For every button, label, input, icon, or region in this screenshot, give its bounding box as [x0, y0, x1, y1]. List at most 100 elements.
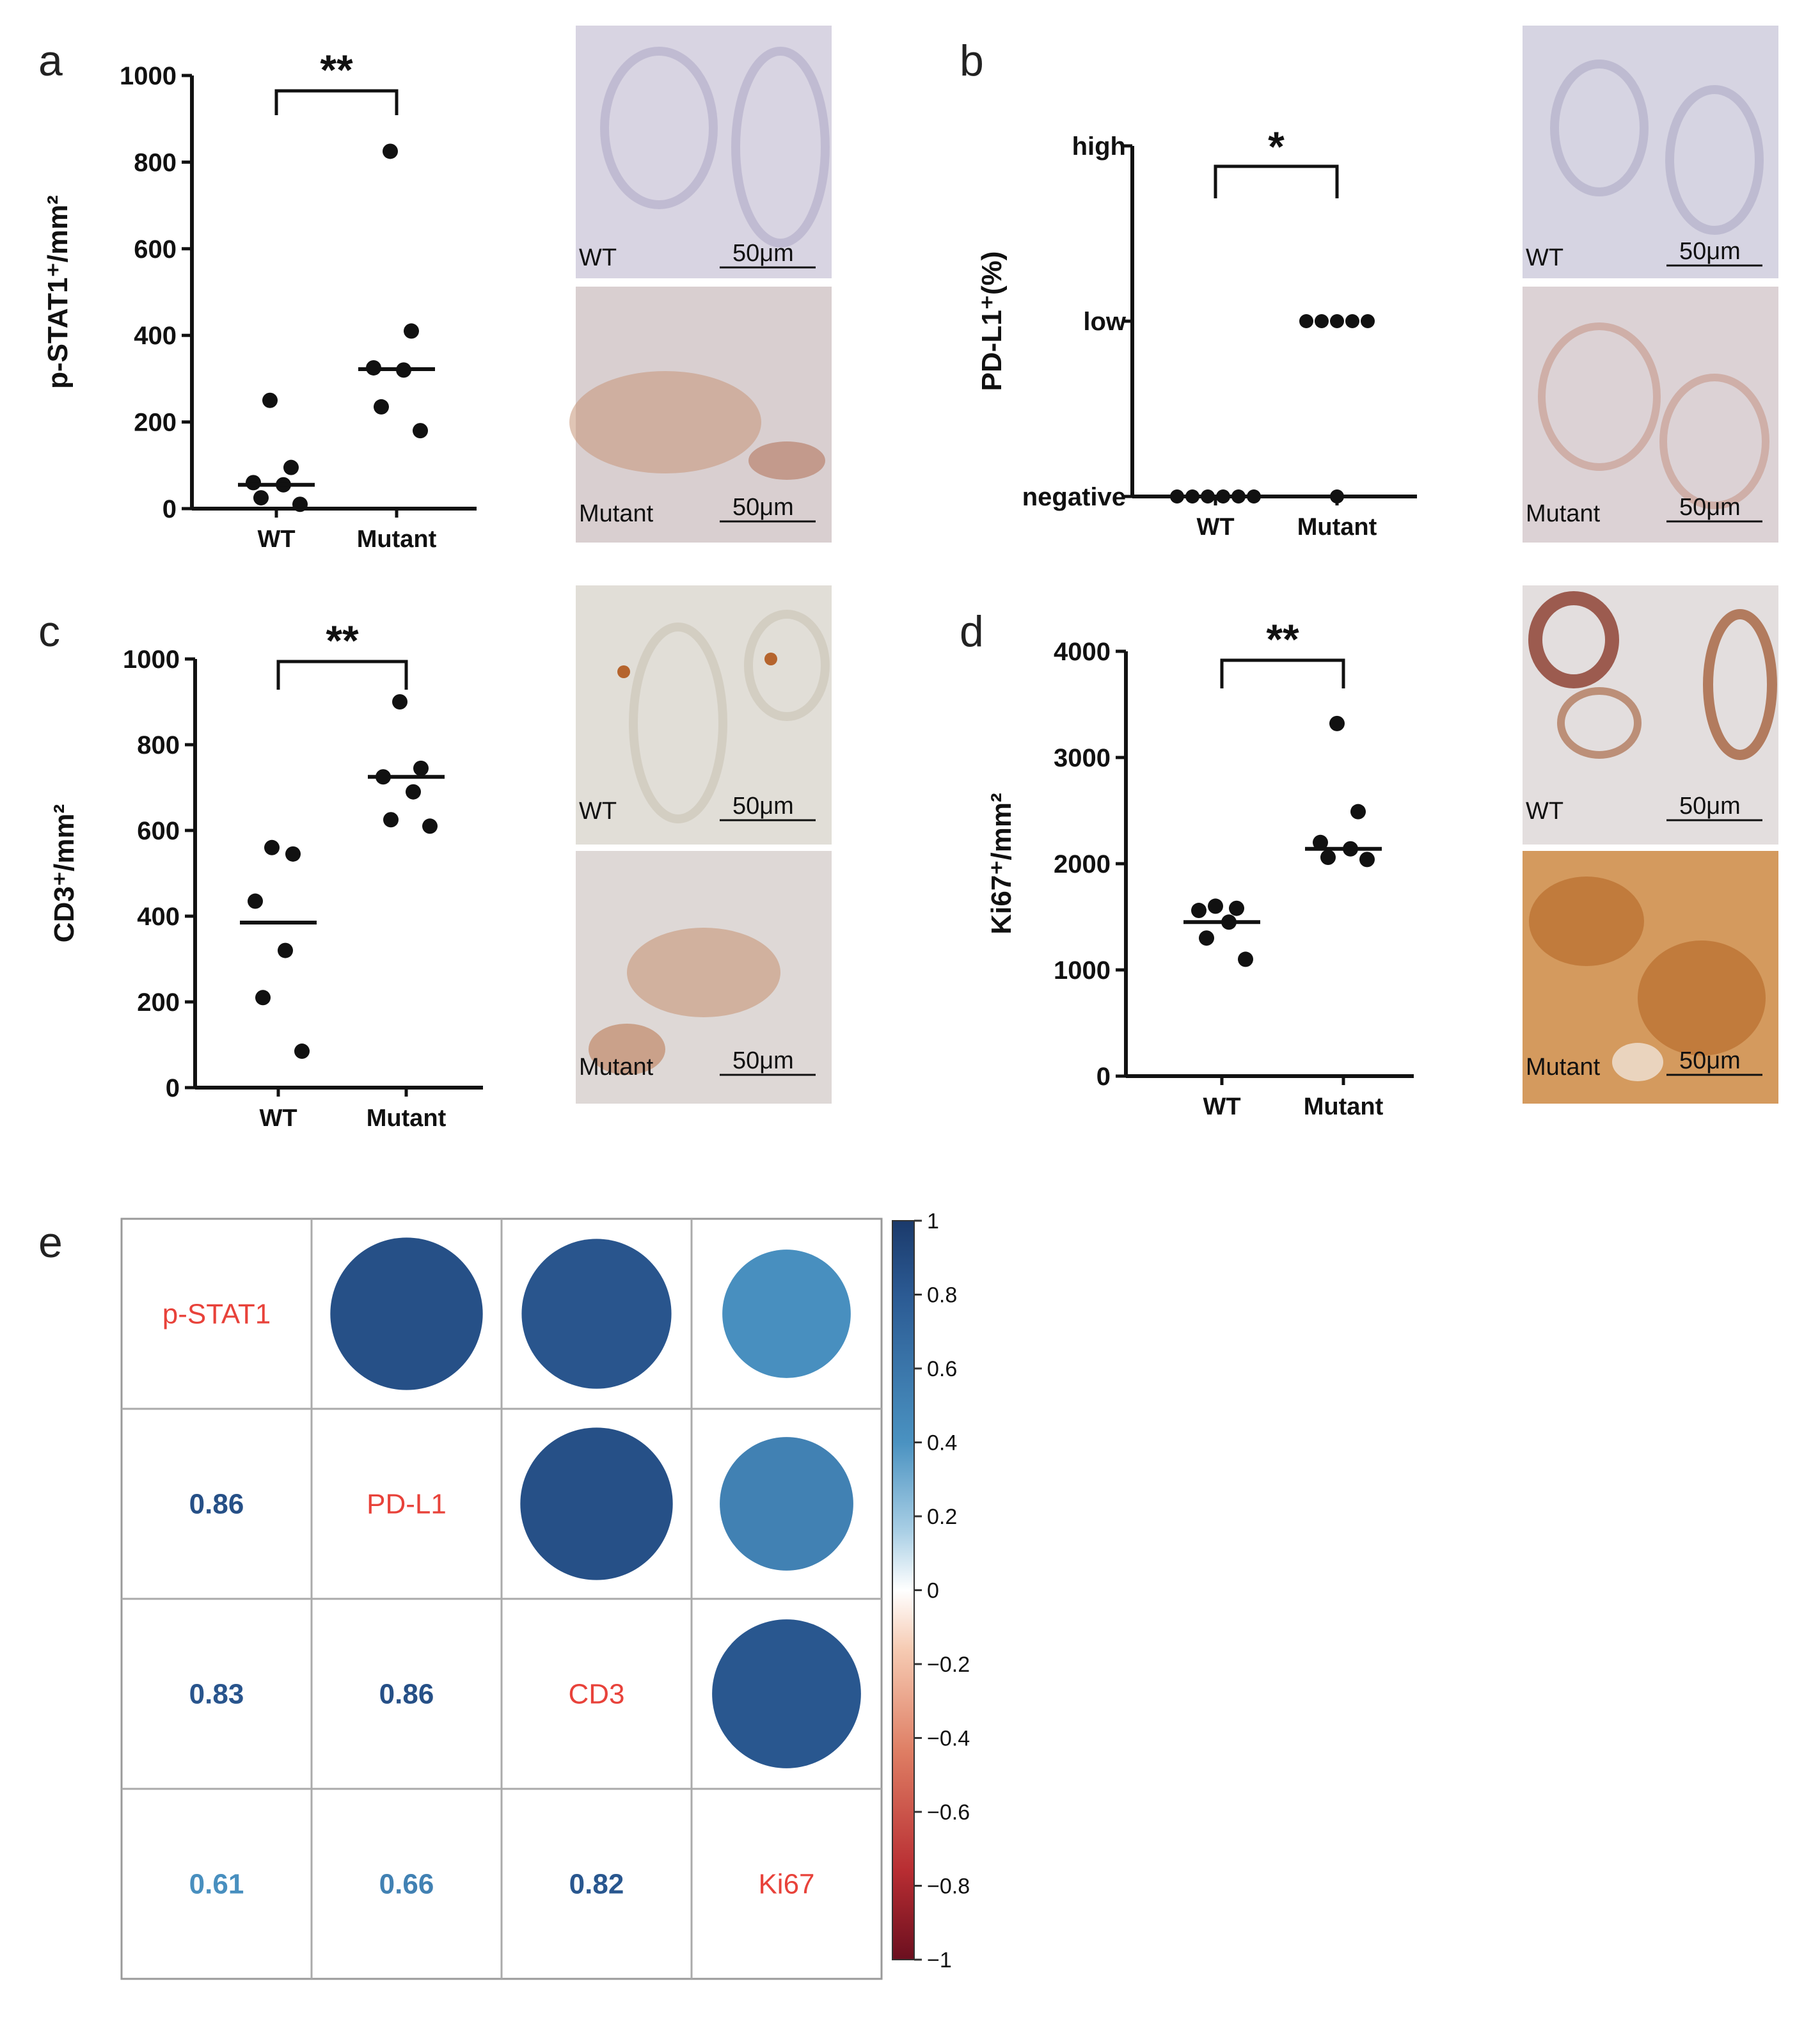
stain-region — [1612, 1043, 1663, 1081]
panel-letter-c: c — [38, 607, 60, 656]
significance-bracket — [274, 89, 399, 115]
y-tick-label: 200 — [134, 409, 177, 437]
y-tick-label: 1000 — [120, 62, 177, 90]
data-point — [1216, 489, 1230, 504]
data-point — [1313, 834, 1328, 850]
corr-value-label: 0.86 — [379, 1679, 434, 1710]
colorbar-tick-label: −0.4 — [927, 1727, 970, 1751]
scale-label: 50μm — [1679, 793, 1741, 820]
scale-label: 50μm — [732, 494, 794, 521]
data-point — [1170, 489, 1184, 504]
data-point — [406, 784, 421, 800]
gland-shape — [629, 623, 727, 823]
x-tick-label: Mutant — [367, 1105, 447, 1132]
data-point — [1229, 900, 1244, 916]
data-point — [1299, 314, 1313, 328]
chart-d-ki67: 0 1000 2000 3000 4000 WT Mutant Ki67⁺/mm² ** — [986, 615, 1414, 1120]
significance-bracket — [1214, 164, 1339, 198]
scale-label: 50μm — [732, 1047, 794, 1074]
y-tick-label: 200 — [137, 988, 180, 1017]
stain-region — [1659, 374, 1769, 509]
corr-circle — [521, 1239, 672, 1389]
corr-variable-label: p-STAT1 — [162, 1299, 271, 1330]
gland-shape — [1703, 609, 1777, 760]
y-tick-label: 1000 — [123, 646, 180, 674]
corr-circle — [520, 1427, 673, 1580]
scale-label: 50μm — [1679, 238, 1741, 265]
data-point — [262, 392, 278, 408]
stain-region — [1529, 877, 1644, 966]
y-tick-label: 400 — [134, 322, 177, 350]
colorbar-tick-label: 0 — [927, 1579, 939, 1603]
stain-region — [589, 1024, 665, 1075]
micro-label-wt: WT — [1526, 798, 1563, 825]
data-point — [383, 812, 399, 828]
micro-label-mutant: Mutant — [1526, 1054, 1601, 1081]
data-point — [1361, 314, 1375, 328]
significance-bracket — [276, 660, 408, 690]
colorbar-tick-label: −0.6 — [927, 1800, 970, 1825]
corr-value-label: 0.82 — [569, 1869, 624, 1900]
data-point — [392, 694, 408, 710]
data-point — [1350, 804, 1366, 820]
corr-value-label: 0.66 — [379, 1869, 434, 1900]
significance-label: * — [1268, 123, 1285, 170]
chart-c-cd3: 0 200 400 600 800 1000 WT Mutant CD3⁺/mm² ** — [49, 617, 483, 1132]
significance-label: ** — [1266, 615, 1299, 663]
stain-region — [1638, 940, 1766, 1056]
micrographs-b: WT 50μm Mutant 50μm — [1523, 26, 1778, 543]
colorbar-tick-label: −0.8 — [927, 1875, 970, 1899]
panel-letter-d: d — [960, 607, 984, 656]
micrographs-d: WT 50μm Mutant 50μm — [1523, 585, 1778, 1104]
micro-label-mutant: Mutant — [1526, 500, 1601, 527]
y-tick-label: 800 — [134, 148, 177, 177]
stain-region — [627, 928, 780, 1017]
data-point — [1359, 852, 1375, 868]
colorbar-tick-label: 0.6 — [927, 1357, 957, 1381]
y-axis-label: Ki67⁺/mm² — [986, 793, 1017, 934]
data-point — [294, 1043, 310, 1059]
data-point — [1199, 930, 1214, 946]
x-tick-label: WT — [1203, 1093, 1240, 1120]
micro-label-mutant: Mutant — [579, 1054, 654, 1081]
data-point — [253, 490, 269, 506]
x-tick-label: WT — [259, 1105, 297, 1132]
panel-letter-a: a — [38, 36, 63, 85]
cd3-cell — [764, 653, 777, 665]
micro-label-wt: WT — [579, 798, 617, 825]
data-point — [255, 990, 271, 1006]
gland-shape — [600, 47, 718, 209]
cd3-cell — [617, 665, 630, 678]
micrographs-a: WT 50μm Mutant 50μm — [569, 26, 832, 543]
y-tick-label: 400 — [137, 903, 180, 931]
chart-b-pdl1: negative low high WT Mutant PD-L1⁺(%) * — [976, 123, 1417, 541]
y-tick-label: 4000 — [1054, 638, 1111, 666]
corr-circle — [720, 1437, 853, 1571]
data-point — [283, 459, 299, 475]
colorbar-tick-label: 0.4 — [927, 1431, 957, 1456]
data-point — [1329, 715, 1345, 731]
gland-shape — [744, 610, 830, 721]
data-point — [1201, 489, 1215, 504]
corr-variable-label: CD3 — [568, 1679, 624, 1710]
data-point — [1315, 314, 1329, 328]
data-point — [1247, 489, 1261, 504]
y-tick-label: high — [1072, 132, 1126, 161]
significance-bracket — [1220, 658, 1345, 688]
data-point — [248, 893, 263, 909]
scale-label: 50μm — [1679, 494, 1741, 521]
stain-region — [748, 441, 825, 480]
y-axis-label: CD3⁺/mm² — [49, 804, 80, 942]
corr-value-label: 0.61 — [189, 1869, 244, 1900]
y-tick-label: 2000 — [1054, 850, 1111, 878]
stain-region — [1538, 322, 1661, 471]
y-tick-label: 0 — [166, 1074, 180, 1102]
y-axis-label: PD-L1⁺(%) — [976, 251, 1008, 392]
micrograph-a-wt — [576, 26, 832, 278]
data-point — [1231, 489, 1246, 504]
x-tick-label: Mutant — [1297, 514, 1377, 541]
data-point — [1238, 951, 1253, 967]
y-tick-label: 600 — [134, 235, 177, 264]
